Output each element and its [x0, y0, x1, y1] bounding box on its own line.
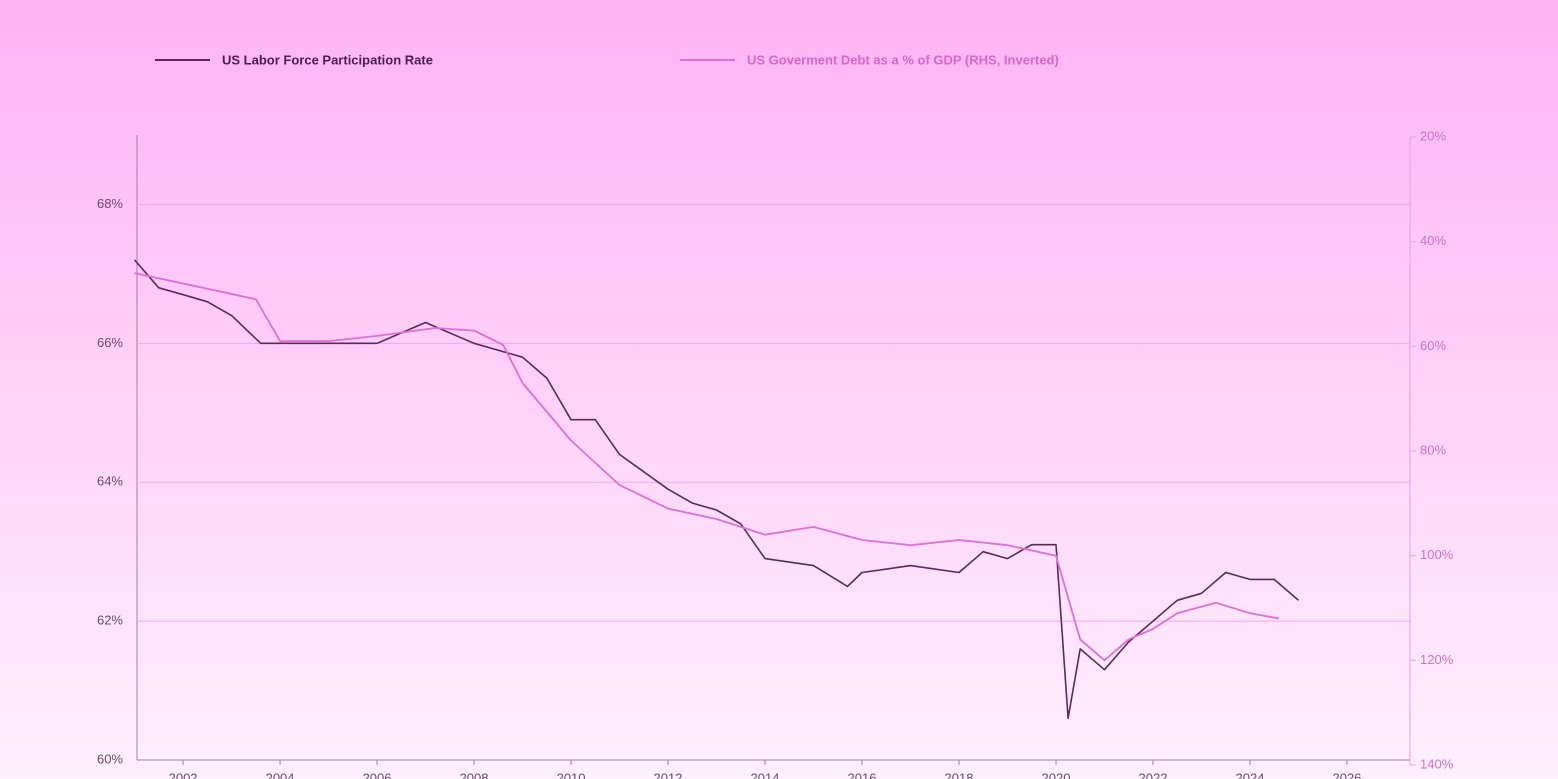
y-tick-label: 68%: [97, 196, 123, 211]
y-tick-label: 60%: [97, 751, 123, 766]
x-tick-label: 2018: [945, 770, 974, 779]
x-tick-label: 2002: [169, 770, 198, 779]
x-tick-label: 2020: [1042, 770, 1071, 779]
x-tick-label: 2014: [751, 770, 780, 779]
x-tick-label: 2024: [1236, 770, 1265, 779]
x-tick-label: 2026: [1332, 770, 1361, 779]
y2-tick-label: 140%: [1420, 756, 1454, 771]
x-tick-label: 2004: [266, 770, 295, 779]
x-tick-label: 2016: [848, 770, 877, 779]
y2-tick-label: 100%: [1420, 547, 1454, 562]
x-tick-label: 2008: [460, 770, 489, 779]
x-tick-label: 2022: [1139, 770, 1168, 779]
y-tick-label: 66%: [97, 335, 123, 350]
legend-label: US Labor Force Participation Rate: [222, 52, 433, 67]
x-tick-label: 2010: [557, 770, 586, 779]
y2-tick-label: 40%: [1420, 233, 1446, 248]
x-tick-label: 2006: [363, 770, 392, 779]
y2-tick-label: 80%: [1420, 442, 1446, 457]
y2-tick-label: 120%: [1420, 652, 1454, 667]
y2-tick-label: 60%: [1420, 338, 1446, 353]
x-tick-label: 2012: [654, 770, 683, 779]
legend-label: US Goverment Debt as a % of GDP (RHS, In…: [747, 52, 1059, 67]
series-line: [134, 272, 1280, 662]
y-tick-label: 62%: [97, 613, 123, 628]
y-tick-label: 64%: [97, 474, 123, 489]
y2-tick-label: 20%: [1420, 128, 1446, 143]
